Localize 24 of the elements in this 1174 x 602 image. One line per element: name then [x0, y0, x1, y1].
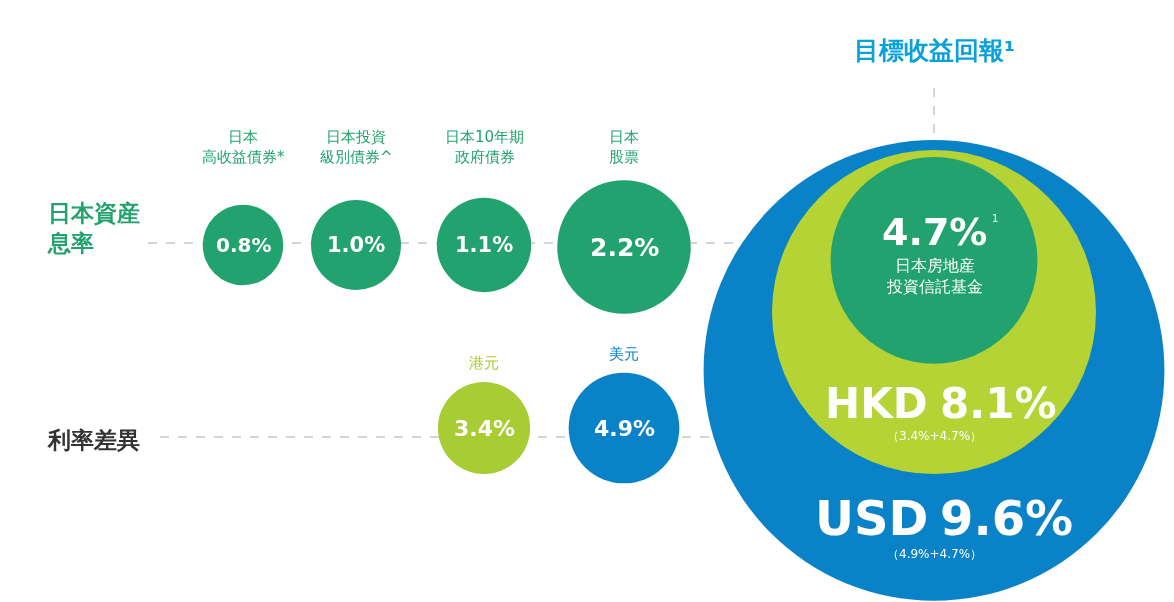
text: （4.9%+4.7%） — [887, 547, 983, 561]
text: 日本資産息率 — [47, 200, 140, 256]
text: （3.4%+4.7%） — [887, 429, 983, 443]
data-label: 1.1% — [455, 233, 514, 257]
data-label: 2.2% — [590, 233, 660, 262]
category-label: HKD — [825, 379, 928, 428]
category-label: 日本10年期政府債券 — [445, 128, 525, 166]
category-label: 日本房地産投資信託基金 — [886, 256, 983, 296]
category-label: 日本股票 — [609, 128, 639, 166]
text: 1 — [992, 213, 999, 224]
text: 目標收益回報¹ — [854, 36, 1015, 65]
category-label: 日本高收益債券* — [202, 128, 285, 166]
data-label: 0.8% — [216, 233, 272, 257]
text: 利率差異 — [47, 427, 140, 453]
data-label: 4.9% — [594, 416, 656, 441]
category-label: USD — [815, 490, 929, 546]
category-label: 日本投資級別債券^ — [320, 128, 393, 166]
data-label: 3.4% — [454, 416, 516, 441]
category-label: 港元 — [469, 354, 499, 372]
data-label: 8.1% — [940, 379, 1057, 428]
category-label: 美元 — [609, 345, 639, 363]
data-label: 9.6% — [940, 490, 1074, 546]
data-label: 1.0% — [327, 233, 386, 257]
data-label: 4.7% — [882, 210, 988, 254]
